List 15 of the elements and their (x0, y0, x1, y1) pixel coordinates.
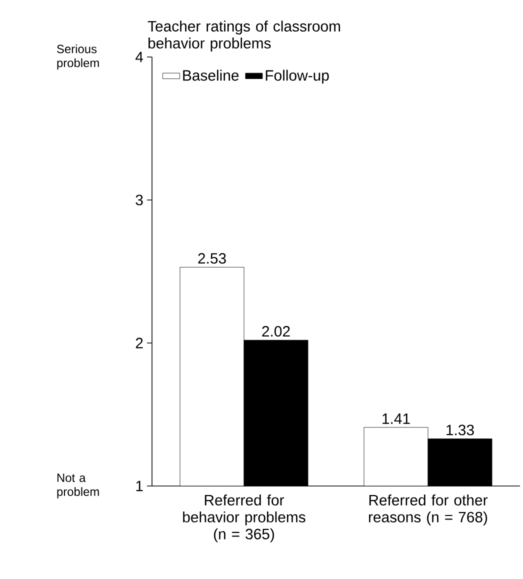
text: Serious problem (57, 44, 99, 70)
legend-label: Follow-up (266, 70, 329, 84)
data-label: 2.53 (198, 253, 226, 264)
x-tick-label: Referred for other reasons (n = 768) (368, 494, 488, 526)
y-tick-label: 3 (136, 194, 143, 206)
data-label: 1.33 (446, 424, 474, 436)
x-tick-label: Referred for behavior problems (n = 365) (183, 494, 306, 542)
legend-label: Baseline (183, 70, 239, 81)
y-tick-label: 4 (136, 52, 144, 62)
y-tick-label: 2 (136, 338, 143, 348)
chart-title: Teacher ratings of classroom behavior problems (148, 20, 340, 52)
y-tick-label: 1 (136, 480, 143, 492)
text: Not a problem (57, 474, 99, 498)
data-label: 2.02 (262, 326, 290, 337)
data-label: 1.41 (382, 414, 410, 424)
